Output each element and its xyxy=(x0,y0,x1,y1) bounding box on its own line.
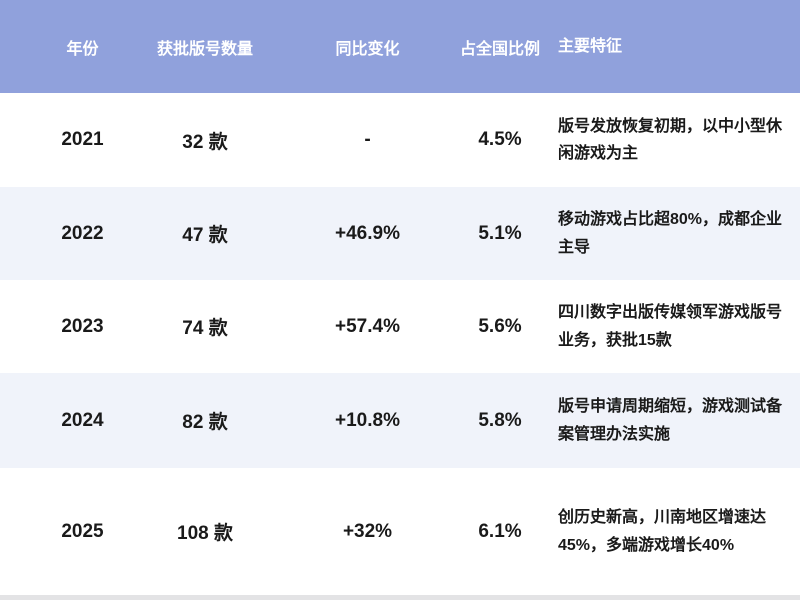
feature-cell: 版号申请周期缩短，游戏测试备案管理办法实施 xyxy=(558,398,783,443)
table-row: 2021 32 款 - 4.5% 版号发放恢复初期，以中小型休闲游戏为主 xyxy=(0,93,800,187)
count-cell: 47 款 xyxy=(182,225,228,246)
change-cell: +46.9% xyxy=(335,222,400,244)
count-cell: 108 款 xyxy=(177,523,233,544)
table-row: 2022 47 款 +46.9% 5.1% 移动游戏占比超80%，成都企业主导 xyxy=(0,187,800,280)
header-cell-count: 获批版号数量 xyxy=(156,40,253,58)
change-cell: +32% xyxy=(342,520,393,542)
share-cell: 4.5% xyxy=(478,129,522,150)
change-cell: - xyxy=(364,129,371,150)
change-cell: +10.8% xyxy=(335,409,400,431)
count-cell: 82 款 xyxy=(182,412,228,433)
share-cell: 6.1% xyxy=(478,520,522,542)
bottom-edge-strip xyxy=(0,595,800,600)
feature-cell: 版号发放恢复初期，以中小型休闲游戏为主 xyxy=(558,117,783,162)
change-cell: +57.4% xyxy=(335,315,400,337)
year-cell: 2021 xyxy=(61,129,104,150)
table-row: 2023 74 款 +57.4% 5.6% 四川数字出版传媒领军游戏版号业务，获… xyxy=(0,280,800,373)
table-header-row: 年份 获批版号数量 同比变化 占全国比例 主要特征 xyxy=(0,0,800,93)
header-cell-feature: 主要特征 xyxy=(558,37,623,55)
feature-cell: 移动游戏占比超80%，成都企业主导 xyxy=(558,211,783,256)
feature-cell: 创历史新高，川南地区增速达45%，多端游戏增长40% xyxy=(558,509,767,554)
year-cell: 2025 xyxy=(61,520,104,542)
header-cell-year: 年份 xyxy=(66,40,99,58)
year-cell: 2023 xyxy=(61,315,104,337)
feature-cell: 四川数字出版传媒领军游戏版号业务，获批15款 xyxy=(558,304,783,349)
count-cell: 32 款 xyxy=(182,131,228,153)
year-cell: 2022 xyxy=(61,222,104,244)
share-cell: 5.6% xyxy=(478,315,522,337)
count-cell: 74 款 xyxy=(182,318,228,339)
year-cell: 2024 xyxy=(61,409,104,431)
table-row: 2025 108 款 +32% 6.1% 创历史新高，川南地区增速达45%，多端… xyxy=(0,468,800,595)
header-cell-share: 占全国比例 xyxy=(459,40,540,58)
table-row: 2024 82 款 +10.8% 5.8% 版号申请周期缩短，游戏测试备案管理办… xyxy=(0,373,800,468)
share-cell: 5.8% xyxy=(478,409,522,431)
header-cell-change: 同比变化 xyxy=(335,40,400,58)
share-cell: 5.1% xyxy=(478,222,522,244)
